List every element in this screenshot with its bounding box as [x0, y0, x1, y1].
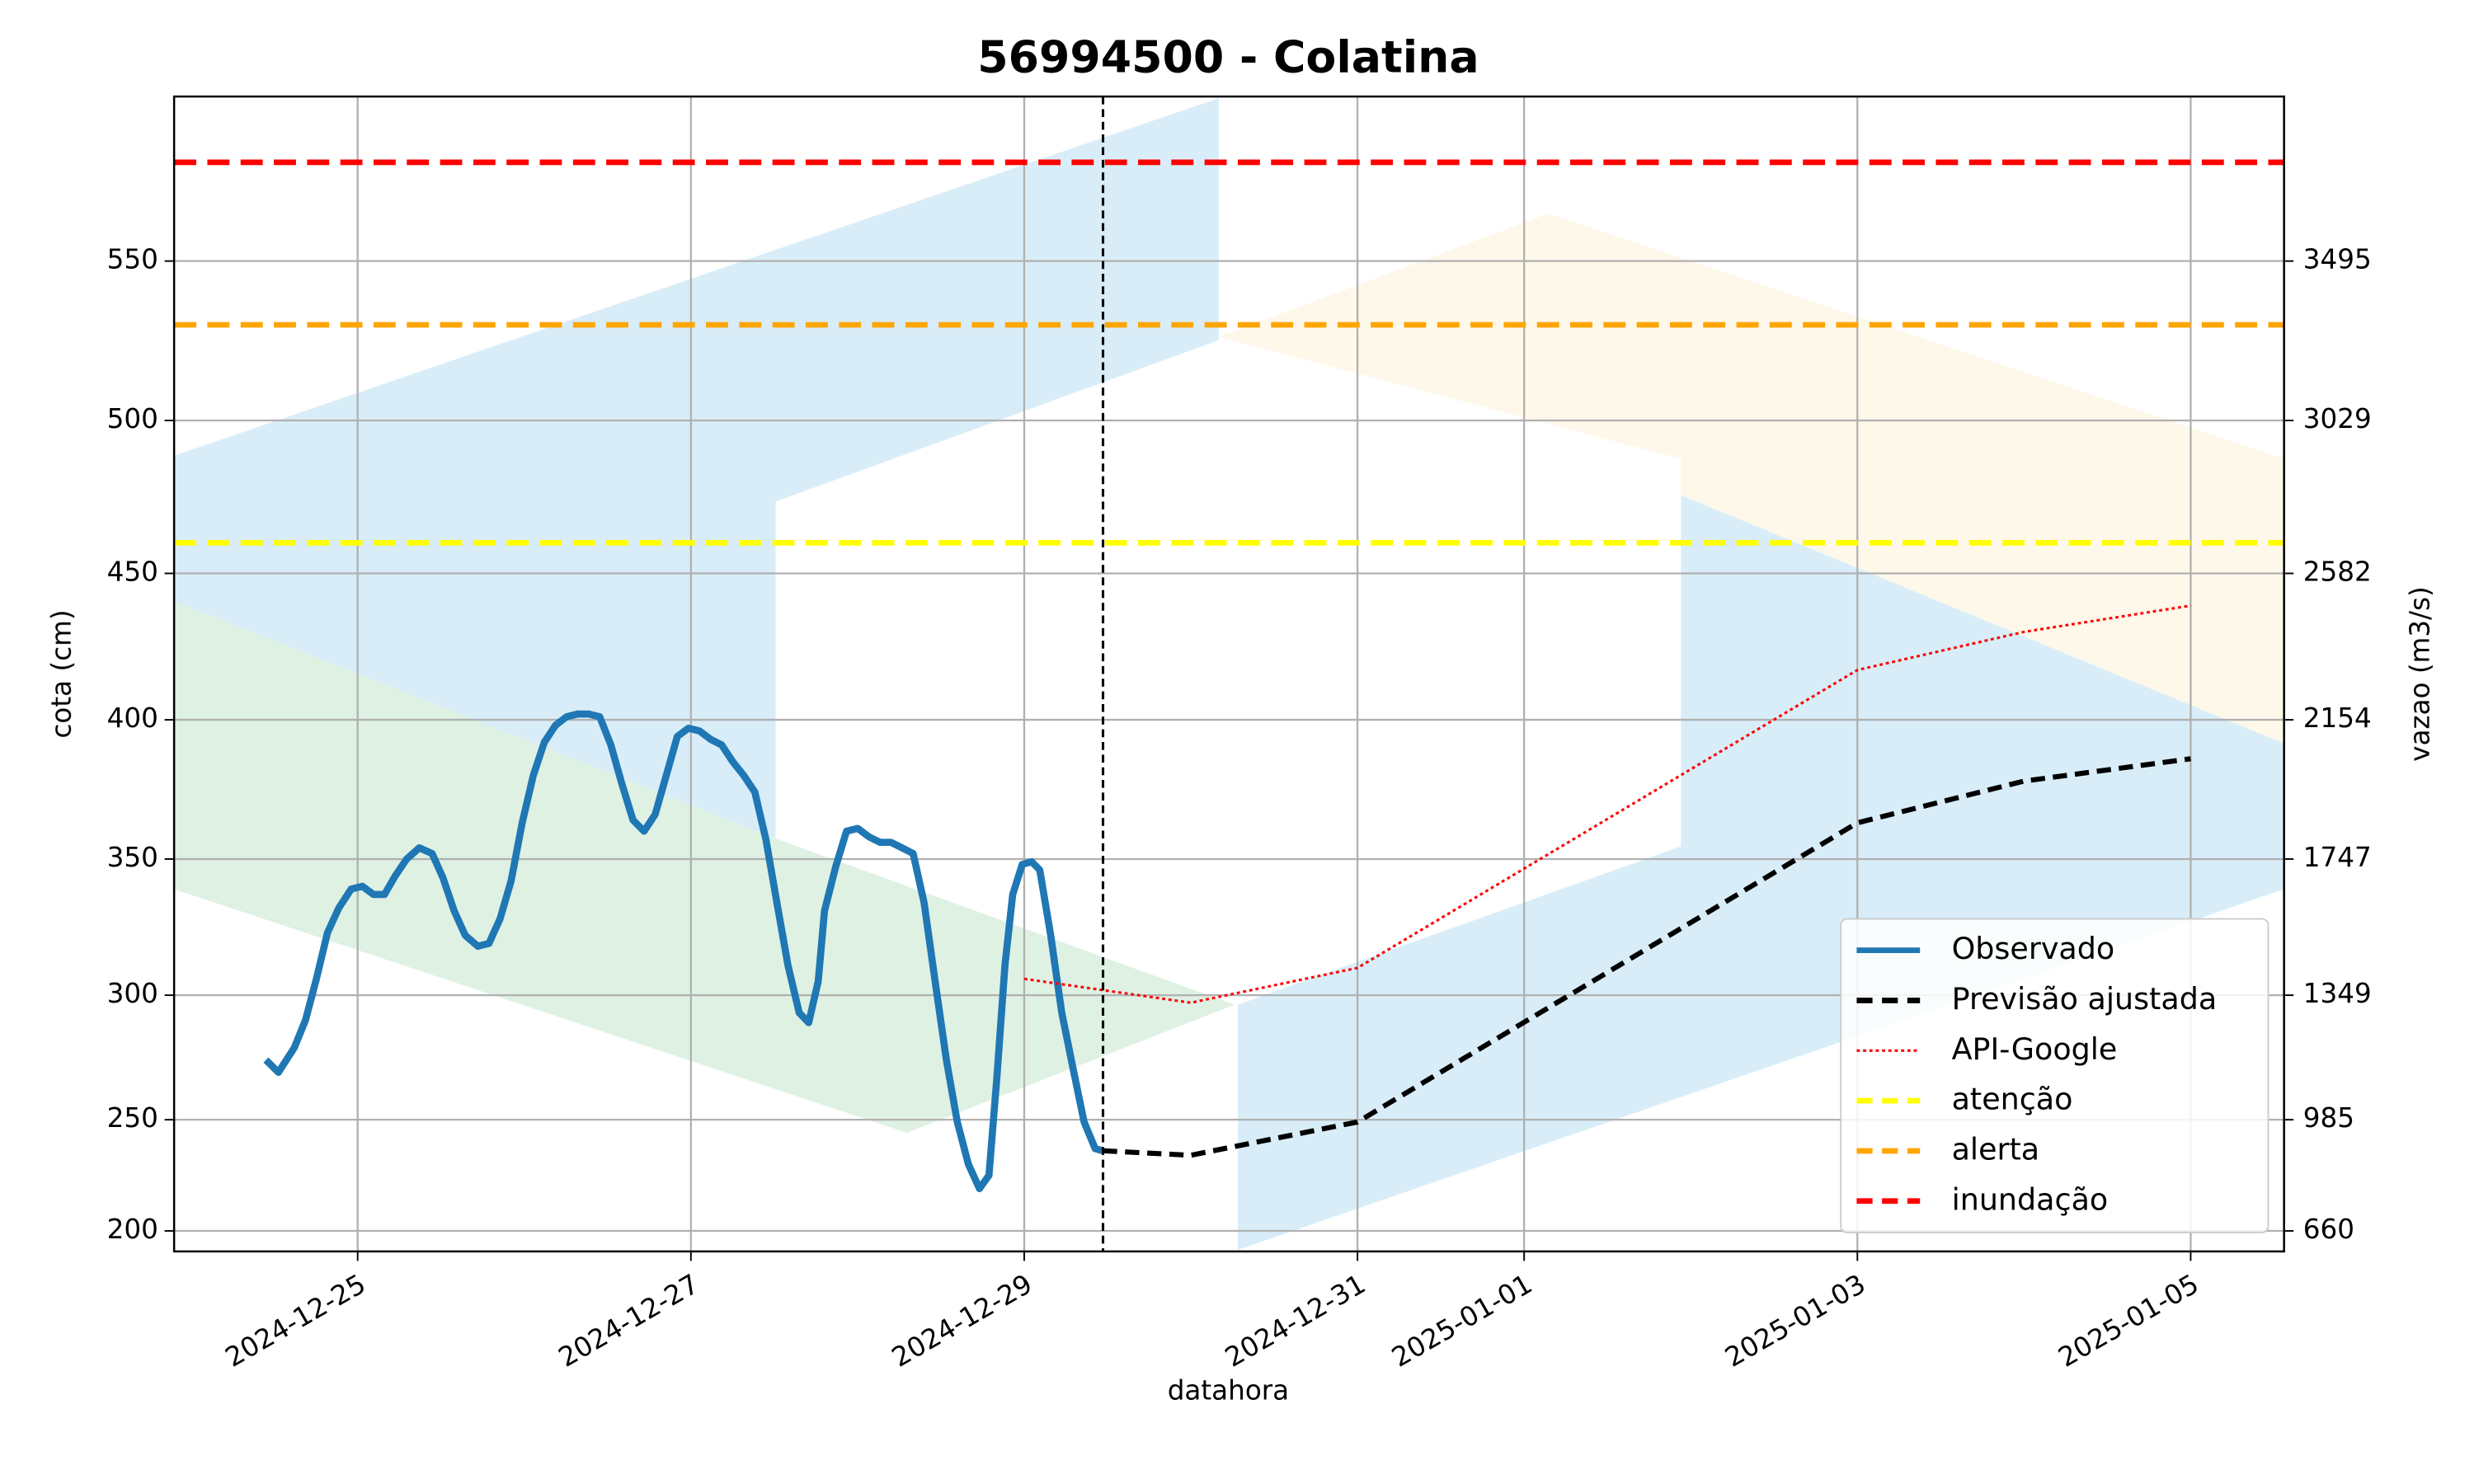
x-tick-label: 2025-01-05 — [2053, 1268, 2204, 1374]
y2-tick-label: 2582 — [2303, 556, 2372, 587]
x-tick-label: 2024-12-31 — [1220, 1268, 1371, 1374]
y2-tick-label: 2154 — [2303, 702, 2372, 734]
legend-label: API-Google — [1952, 1031, 2118, 1067]
legend-label: alerta — [1952, 1131, 2040, 1167]
series-line — [263, 710, 1104, 1193]
x-tick-label: 2024-12-25 — [220, 1268, 371, 1374]
y2-tick-label: 1747 — [2303, 842, 2372, 873]
y-tick-label: 200 — [107, 1214, 158, 1245]
y-tick-label: 350 — [107, 842, 158, 873]
y-tick-label: 250 — [107, 1102, 158, 1134]
y-tick-label: 500 — [107, 403, 158, 434]
series-line — [1023, 604, 2191, 1004]
legend-label: atenção — [1952, 1082, 2073, 1117]
y2-tick-label: 1349 — [2303, 978, 2372, 1009]
legend-box — [1840, 918, 2269, 1233]
y2-tick-label: 985 — [2303, 1102, 2354, 1134]
y-tick-label: 400 — [107, 702, 158, 734]
y-tick-label: 450 — [107, 556, 158, 587]
y2-tick-label: 660 — [2303, 1214, 2354, 1245]
y-tick-label: 300 — [107, 978, 158, 1009]
x-tick-label: 2024-12-27 — [553, 1268, 704, 1374]
y-axis-label: cota (cm) — [46, 609, 78, 738]
x-tick-label: 2024-12-29 — [887, 1268, 1037, 1374]
x-tick-label: 2025-01-03 — [1719, 1268, 1870, 1374]
y2-tick-label: 3495 — [2303, 244, 2372, 275]
y-tick-label: 550 — [107, 244, 158, 275]
chart-title: 56994500 - Colatina — [977, 31, 1479, 83]
x-tick-label: 2025-01-01 — [1386, 1268, 1537, 1374]
legend: Observado Previsão ajustada API-Google aten… — [1840, 918, 2269, 1233]
legend-label: Previsão ajustada — [1952, 981, 2218, 1017]
legend-label: Observado — [1952, 931, 2115, 966]
y2-axis-label: vazao (m3/s) — [2405, 586, 2436, 762]
watermark — [174, 97, 2284, 1250]
y2-tick-label: 3029 — [2303, 403, 2372, 434]
plot-frame — [172, 95, 2285, 1253]
legend-label: inundação — [1952, 1181, 2109, 1217]
x-axis-label: datahora — [1168, 1375, 1289, 1407]
series-line — [1103, 756, 2191, 1158]
